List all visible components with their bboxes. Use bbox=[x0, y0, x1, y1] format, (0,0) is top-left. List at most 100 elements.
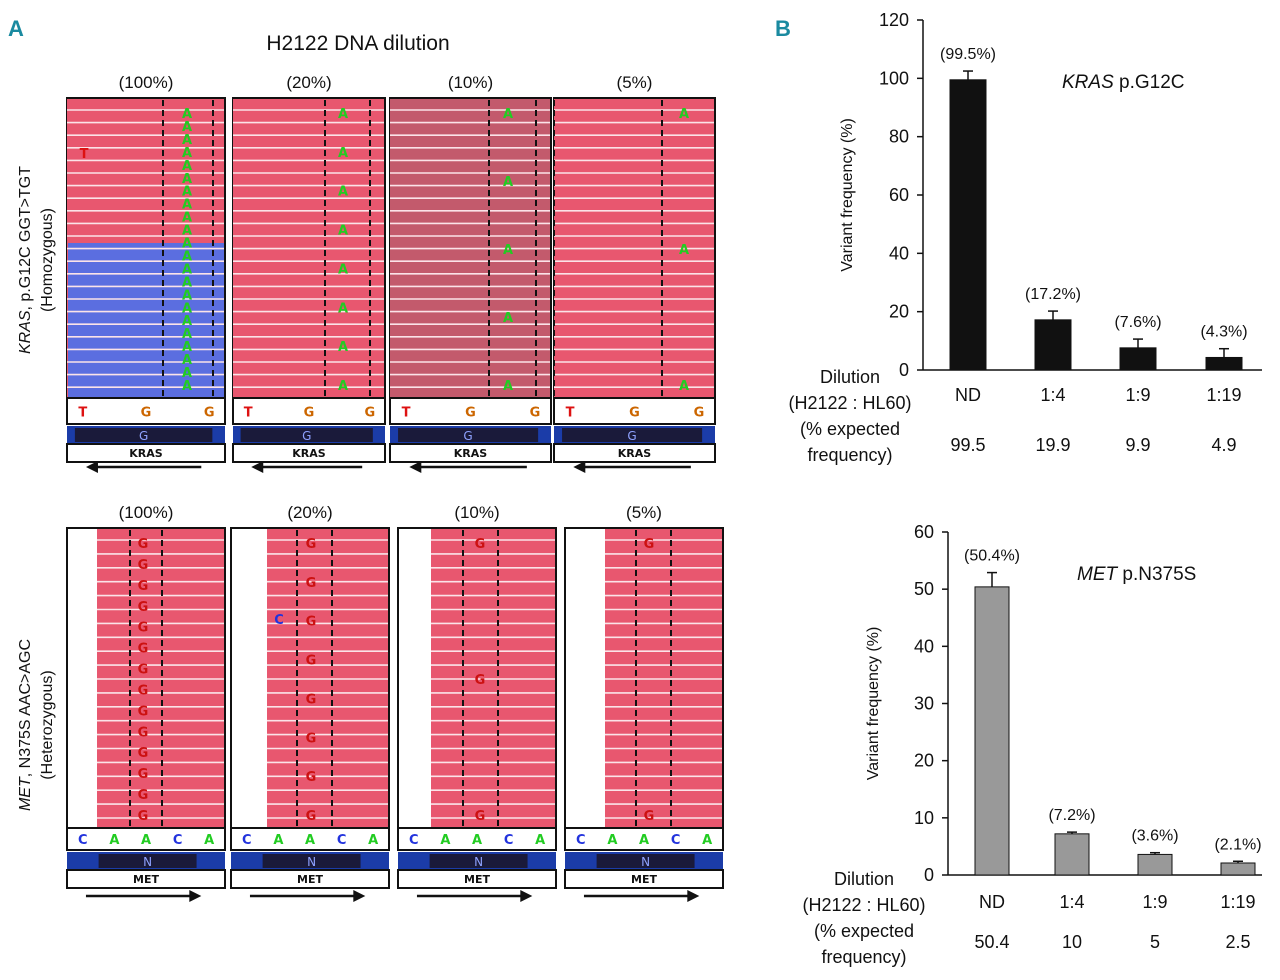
met-zygosity-label: (Heterozygous) bbox=[39, 670, 56, 779]
expected-frequency: 19.9 bbox=[1035, 435, 1070, 455]
met-alt-base: G bbox=[306, 770, 317, 785]
kras-ref-base: T bbox=[244, 406, 253, 421]
kras-gene-name-box bbox=[66, 443, 226, 463]
kras-amino-acid: G bbox=[627, 429, 636, 443]
kras-row-label: KRAS, p.G12C GGT>TGT bbox=[17, 166, 34, 354]
bar bbox=[1119, 347, 1157, 371]
met-alt-base: G bbox=[138, 767, 149, 782]
kras-ref-base: G bbox=[204, 406, 215, 421]
met-condition-label: (20%) bbox=[287, 503, 332, 522]
bar bbox=[1054, 833, 1090, 876]
met-alt-base: G bbox=[138, 746, 149, 761]
kras-alt-base: A bbox=[338, 301, 348, 316]
kras-ref-base: T bbox=[402, 406, 411, 421]
kras-condition-label: (20%) bbox=[286, 73, 331, 92]
kras-alt-base: A bbox=[182, 224, 192, 239]
expected-frequency: 99.5 bbox=[950, 435, 985, 455]
kras-amino-box bbox=[398, 428, 539, 442]
met-ref-base: C bbox=[173, 833, 183, 848]
kras-ref-strip bbox=[232, 397, 386, 425]
kras-alt-base: A bbox=[679, 243, 689, 258]
kras-ref-base: G bbox=[364, 406, 375, 421]
met-ref-strip bbox=[66, 827, 226, 851]
kras-gene-name: KRAS bbox=[129, 447, 163, 460]
met-strand-arrowhead bbox=[353, 890, 366, 902]
met-alt-base: G bbox=[306, 576, 317, 591]
met-ref-base: A bbox=[204, 833, 214, 848]
bar bbox=[949, 79, 987, 371]
kras-condition-label: (100%) bbox=[119, 73, 174, 92]
kras-alt-base: A bbox=[503, 243, 513, 258]
met-strand-arrowhead bbox=[189, 890, 202, 902]
kras-alt-base: A bbox=[182, 366, 192, 381]
y-tick-label: 60 bbox=[889, 185, 909, 205]
met-ref-base: A bbox=[472, 833, 482, 848]
y-tick-label: 40 bbox=[889, 243, 909, 263]
met-condition-label: (100%) bbox=[119, 503, 174, 522]
met-alt-base: G bbox=[475, 809, 486, 824]
met-row-label-gene: MET bbox=[17, 776, 34, 811]
met-ref-base: C bbox=[504, 833, 514, 848]
met-ref-base: C bbox=[576, 833, 586, 848]
met-amino-box bbox=[262, 854, 361, 868]
kras-ref-strip bbox=[389, 397, 552, 425]
kras-alt-base: A bbox=[182, 120, 192, 135]
y-tick-label: 20 bbox=[889, 302, 909, 322]
x-category-label: 1:9 bbox=[1142, 892, 1167, 912]
kras-amino-box bbox=[240, 428, 373, 442]
kras-gene-name-box bbox=[232, 443, 386, 463]
x-category-label: 1:19 bbox=[1220, 892, 1255, 912]
chart-title: KRAS p.G12C bbox=[1062, 72, 1185, 93]
y-tick-label: 40 bbox=[914, 636, 934, 656]
panel-letter-b: B bbox=[775, 16, 791, 41]
met-alt-base: G bbox=[138, 600, 149, 615]
y-axis-title: Variant frequency (%) bbox=[865, 627, 882, 781]
x-category-label: 1:19 bbox=[1206, 385, 1241, 405]
bar bbox=[1034, 319, 1072, 371]
met-alt-base: G bbox=[138, 725, 149, 740]
kras-condition-label: (5%) bbox=[617, 73, 653, 92]
kras-alt-base: A bbox=[182, 262, 192, 277]
kras-alt-base: A bbox=[503, 379, 513, 394]
igv-title: H2122 DNA dilution bbox=[266, 32, 449, 55]
met-alt-base: G bbox=[306, 654, 317, 669]
y-tick-label: 50 bbox=[914, 579, 934, 599]
met-alt-base: G bbox=[306, 692, 317, 707]
kras-mismatch-base: T bbox=[80, 147, 89, 162]
bar bbox=[1137, 853, 1173, 876]
met-ref-base: A bbox=[607, 833, 617, 848]
y-tick-label: 0 bbox=[924, 865, 934, 885]
met-reads-area bbox=[97, 529, 224, 827]
kras-alt-base: A bbox=[503, 175, 513, 190]
data-label: (3.6%) bbox=[1131, 828, 1178, 845]
kras-amino-box bbox=[562, 428, 703, 442]
met-amino-acid: N bbox=[474, 855, 483, 869]
kras-alt-base: A bbox=[338, 107, 348, 122]
kras-alt-base: A bbox=[503, 311, 513, 326]
met-alt-base: G bbox=[475, 673, 486, 688]
kras-amino-box bbox=[74, 428, 213, 442]
data-label: (7.6%) bbox=[1114, 314, 1161, 331]
kras-alt-base: A bbox=[503, 107, 513, 122]
y-axis-title: Variant frequency (%) bbox=[839, 118, 856, 272]
met-ref-base: A bbox=[702, 833, 712, 848]
met-alt-base: G bbox=[138, 788, 149, 803]
met-reads-area bbox=[431, 529, 555, 827]
data-label: (7.2%) bbox=[1048, 807, 1095, 824]
row-label: Dilution bbox=[820, 367, 880, 387]
y-tick-label: 10 bbox=[914, 808, 934, 828]
data-label: (2.1%) bbox=[1214, 836, 1261, 853]
chart-title-variant: p.G12C bbox=[1114, 72, 1185, 93]
met-alt-base: G bbox=[138, 809, 149, 824]
y-tick-label: 120 bbox=[879, 10, 909, 30]
data-label: (50.4%) bbox=[964, 548, 1020, 565]
data-label: (17.2%) bbox=[1025, 286, 1081, 303]
met-alt-base: G bbox=[306, 731, 317, 746]
met-amino-box bbox=[98, 854, 197, 868]
expected-frequency: 5 bbox=[1150, 932, 1160, 952]
x-category-label: 1:4 bbox=[1059, 892, 1084, 912]
